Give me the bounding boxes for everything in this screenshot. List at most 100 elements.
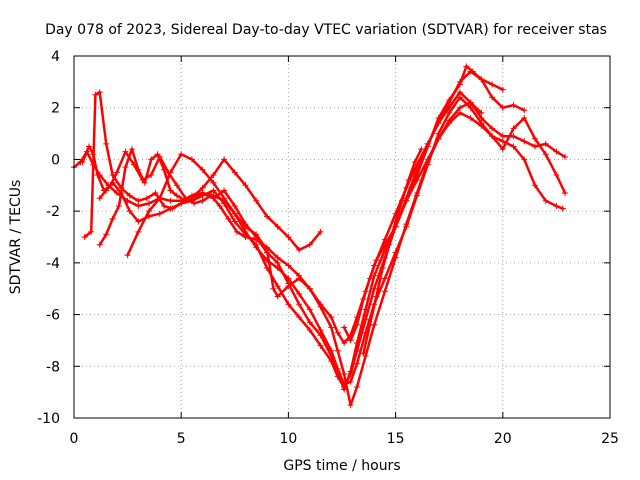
data-point-marker xyxy=(561,190,568,197)
data-point-marker xyxy=(113,169,120,176)
data-point-marker xyxy=(399,197,406,204)
data-point-marker xyxy=(478,120,485,127)
data-point-marker xyxy=(347,402,354,409)
data-point-marker xyxy=(274,223,281,230)
data-point-marker xyxy=(156,210,163,217)
x-tick-label: 10 xyxy=(279,431,297,447)
data-point-marker xyxy=(167,205,174,212)
data-point-marker xyxy=(362,316,369,323)
data-point-marker xyxy=(81,234,88,240)
data-point-marker xyxy=(131,161,138,168)
data-point-marker xyxy=(173,192,180,199)
data-point-marker xyxy=(135,218,142,225)
data-point-marker xyxy=(392,254,399,261)
data-point-marker xyxy=(96,89,103,96)
data-point-marker xyxy=(270,285,277,292)
data-point-marker xyxy=(274,259,281,266)
data-point-marker xyxy=(199,197,206,204)
data-point-marker xyxy=(156,195,163,202)
data-point-marker xyxy=(148,171,155,178)
data-point-marker xyxy=(161,202,168,209)
data-point-marker xyxy=(253,231,260,238)
data-point-marker xyxy=(386,241,393,248)
data-point-marker xyxy=(414,171,421,178)
data-point-marker xyxy=(334,365,341,372)
data-point-marker xyxy=(456,94,463,101)
data-point-marker xyxy=(253,197,260,204)
data-point-marker xyxy=(231,218,238,225)
data-point-marker xyxy=(199,166,206,173)
data-point-marker xyxy=(354,360,361,367)
data-point-marker xyxy=(178,151,185,158)
data-point-marker xyxy=(139,177,146,184)
data-point-marker xyxy=(317,342,324,349)
data-point-marker xyxy=(392,218,399,225)
y-axis-label: SDTVAR / TECUs xyxy=(8,180,24,295)
data-point-marker xyxy=(92,91,99,98)
data-point-marker xyxy=(191,200,198,207)
data-point-marker xyxy=(253,236,260,243)
data-point-marker xyxy=(489,133,496,140)
data-point-marker xyxy=(411,159,418,166)
data-point-marker xyxy=(463,63,470,70)
data-point-marker xyxy=(446,109,453,116)
data-point-marker xyxy=(124,252,131,259)
data-point-marker xyxy=(306,241,313,248)
data-point-marker xyxy=(317,327,324,334)
data-point-marker xyxy=(446,96,453,103)
data-point-marker xyxy=(531,143,538,150)
data-point-marker xyxy=(182,195,189,202)
data-point-marker xyxy=(478,76,485,83)
y-tick-label: -6 xyxy=(46,308,60,324)
data-point-marker xyxy=(405,177,412,184)
data-point-marker xyxy=(489,125,496,132)
data-point-marker xyxy=(542,151,549,158)
data-point-marker xyxy=(210,179,217,186)
chart-title: Day 078 of 2023, Sidereal Day-to-day VTE… xyxy=(45,22,607,38)
data-point-marker xyxy=(469,68,476,75)
data-point-marker xyxy=(126,208,133,215)
series-track-6 xyxy=(79,99,485,409)
data-point-marker xyxy=(317,303,324,310)
x-tick-label: 20 xyxy=(494,431,512,447)
data-point-marker xyxy=(103,140,110,147)
data-point-marker xyxy=(499,133,506,140)
series-track-7 xyxy=(341,63,528,344)
data-point-marker xyxy=(274,283,281,290)
data-point-marker xyxy=(242,234,249,240)
data-point-marker xyxy=(467,115,474,122)
data-point-marker xyxy=(306,319,313,326)
data-point-marker xyxy=(210,171,217,178)
data-point-marker xyxy=(542,197,549,204)
data-point-marker xyxy=(561,153,568,160)
data-point-marker xyxy=(165,169,172,176)
data-point-marker xyxy=(510,133,517,140)
data-point-marker xyxy=(328,347,335,354)
data-point-marker xyxy=(146,208,153,215)
data-point-marker xyxy=(225,215,232,222)
data-point-marker xyxy=(521,138,528,145)
data-point-marker xyxy=(156,153,163,160)
data-point-marker xyxy=(88,228,95,235)
data-point-marker xyxy=(122,164,129,171)
data-point-marker xyxy=(152,190,159,197)
x-tick-label: 5 xyxy=(177,431,186,447)
data-point-marker xyxy=(531,182,538,189)
data-point-marker xyxy=(347,378,354,385)
series-track-5 xyxy=(124,94,568,388)
data-point-marker xyxy=(510,125,517,132)
data-point-marker xyxy=(456,104,463,111)
data-point-marker xyxy=(371,285,378,292)
data-point-marker xyxy=(379,265,386,272)
data-point-marker xyxy=(553,171,560,178)
data-point-marker xyxy=(263,213,270,220)
data-point-marker xyxy=(135,202,142,209)
data-point-marker xyxy=(296,290,303,297)
data-point-marker xyxy=(263,244,270,251)
data-point-marker xyxy=(328,324,335,331)
data-point-marker xyxy=(135,228,142,235)
data-point-marker xyxy=(542,140,549,147)
y-tick-label: -2 xyxy=(46,204,60,220)
data-point-marker xyxy=(274,265,281,272)
